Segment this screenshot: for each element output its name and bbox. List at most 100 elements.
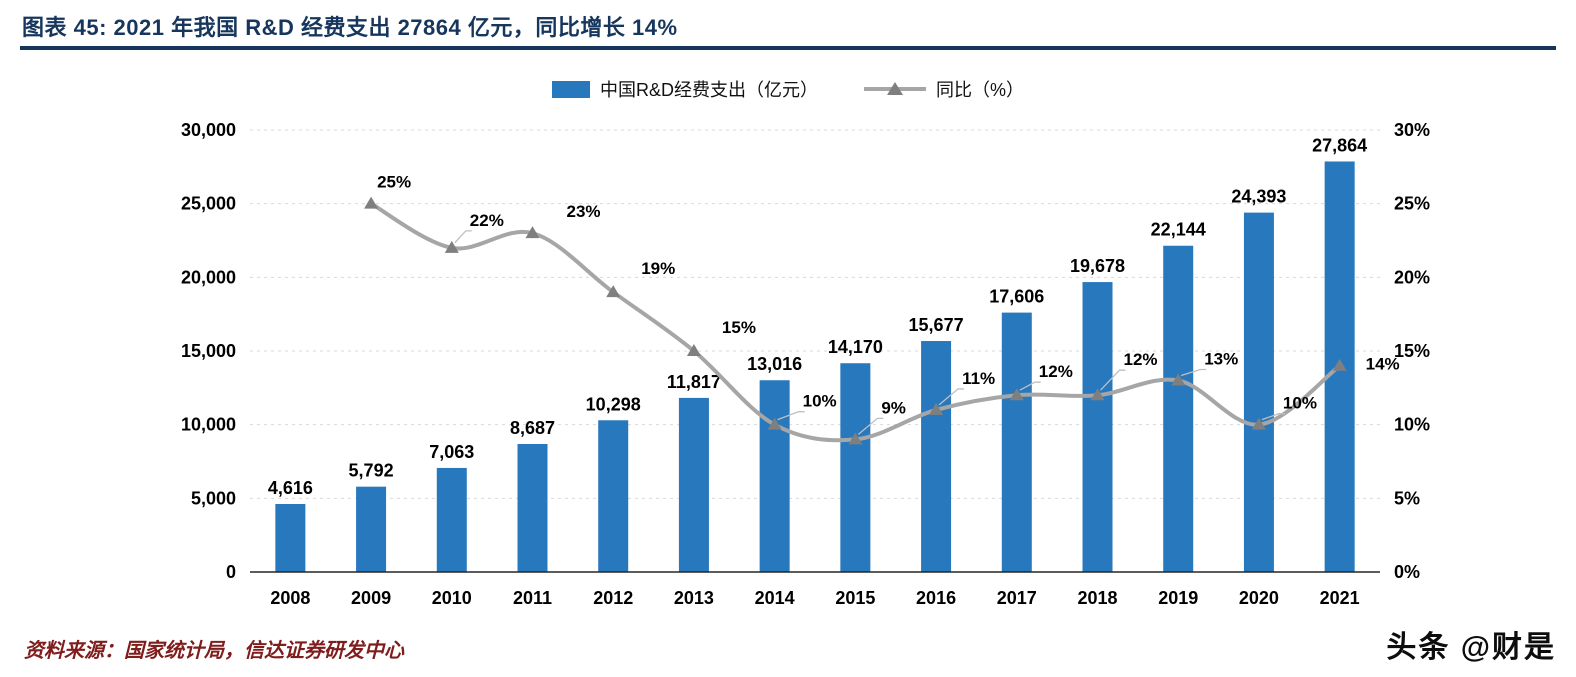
x-axis-label: 2021 (1320, 588, 1360, 608)
left-axis-tick: 30,000 (181, 120, 236, 140)
left-axis-tick: 0 (226, 562, 236, 582)
bar-2020 (1243, 212, 1274, 572)
watermark: 头条 @财是 (1386, 631, 1556, 664)
bar-2008 (275, 503, 306, 572)
triangle-marker (767, 417, 782, 430)
combo-chart: 0 0% 5,000 5% 10,000 10% 15,000 15% 20,000 20% 25,… (0, 100, 1576, 620)
bar-2010 (436, 467, 467, 572)
line-marker-icon (864, 82, 926, 95)
pct-label: 9% (881, 398, 906, 417)
bar-2017 (1001, 312, 1032, 572)
x-axis-label: 2014 (755, 588, 795, 608)
legend-label-line: 同比（%） (936, 80, 1025, 100)
bar-2014 (759, 380, 790, 572)
x-axis-label: 2011 (513, 588, 552, 608)
triangle-marker (1090, 388, 1105, 401)
label-connector (1100, 369, 1126, 391)
bar-label: 5,792 (349, 461, 394, 481)
triangle-marker (525, 226, 540, 239)
x-axis-label: 2017 (997, 588, 1037, 608)
pct-label: 22% (470, 211, 504, 230)
page-title: 图表 45: 2021 年我国 R&D 经费支出 27864 亿元，同比增长 1… (22, 15, 678, 40)
right-axis-tick: 20% (1394, 267, 1430, 287)
bar-label: 22,144 (1151, 220, 1206, 240)
pct-label: 12% (1039, 362, 1073, 381)
x-axis-label: 2015 (835, 588, 875, 608)
bar-label: 13,016 (747, 354, 802, 374)
bar-2012 (598, 420, 629, 572)
right-axis-tick: 0% (1394, 562, 1420, 582)
triangle-marker (686, 344, 701, 356)
pct-label: 25% (377, 173, 411, 192)
triangle-marker (444, 240, 459, 253)
bar-label: 4,616 (268, 478, 313, 498)
label-connector (938, 388, 965, 406)
pct-label: 15% (722, 318, 756, 337)
bar-label: 15,677 (909, 315, 964, 335)
source-note: 资料来源：国家统计局，信达证券研发中心 (24, 640, 404, 662)
bar-label: 7,063 (429, 442, 474, 462)
right-axis-tick: 25% (1394, 194, 1430, 214)
triangle-marker (1009, 388, 1024, 401)
bar-2016 (921, 341, 952, 572)
pct-label: 10% (1283, 394, 1317, 413)
chart-legend: 中国R&D经费支出（亿元） 同比（%） (0, 76, 1576, 102)
right-axis-tick: 5% (1394, 488, 1420, 508)
bar-label: 10,298 (586, 394, 641, 414)
bar-2009 (356, 486, 387, 572)
bar-2018 (1082, 282, 1113, 572)
x-axis-label: 2013 (674, 588, 714, 608)
legend-label-bar: 中国R&D经费支出（亿元） (599, 80, 818, 100)
pct-label: 19% (641, 259, 675, 278)
pct-label: 10% (803, 392, 837, 411)
x-axis-label: 2020 (1239, 588, 1279, 608)
label-connector (1181, 368, 1207, 377)
left-axis-tick: 25,000 (181, 194, 236, 214)
pct-label: 12% (1124, 350, 1158, 369)
bar-2011 (517, 444, 548, 572)
label-connector (857, 417, 884, 435)
bar-label: 17,606 (989, 287, 1044, 307)
triangle-marker (1332, 358, 1347, 371)
triangle-marker (1251, 417, 1266, 430)
left-axis-tick: 15,000 (181, 341, 236, 361)
triangle-marker (929, 402, 944, 415)
label-connector (1019, 381, 1041, 391)
legend-item-bar: 中国R&D经费支出（亿元） (551, 76, 818, 102)
label-connector (454, 230, 472, 244)
bar-label: 19,678 (1070, 256, 1125, 276)
bar-label: 27,864 (1312, 135, 1367, 155)
pct-label: 14% (1366, 355, 1400, 374)
left-axis-tick: 5,000 (191, 488, 236, 508)
right-axis-tick: 15% (1394, 341, 1430, 361)
x-axis-label: 2016 (916, 588, 956, 608)
pct-label: 23% (567, 202, 601, 221)
legend-item-line: 同比（%） (864, 76, 1024, 102)
title-divider (20, 46, 1556, 50)
triangle-marker (606, 285, 621, 298)
label-connector (1261, 413, 1285, 421)
right-axis-tick: 30% (1394, 120, 1430, 140)
pct-label: 11% (962, 369, 995, 388)
chart-canvas: 0 0% 5,000 5% 10,000 10% 15,000 15% 20,000 20% 25,… (181, 120, 1430, 608)
x-axis-label: 2009 (351, 588, 391, 608)
bar-label: 8,687 (510, 418, 555, 438)
x-axis-label: 2019 (1158, 588, 1198, 608)
triangle-marker (1171, 373, 1186, 386)
triangle-marker (364, 196, 379, 209)
left-axis-tick: 10,000 (181, 415, 236, 435)
left-axis-tick: 20,000 (181, 267, 236, 287)
bar-2015 (840, 363, 871, 572)
label-connector (777, 411, 805, 421)
right-axis-tick: 10% (1394, 415, 1430, 435)
bar-2013 (678, 397, 709, 572)
x-axis-label: 2012 (593, 588, 633, 608)
bar-label: 11,817 (667, 372, 721, 392)
triangle-marker (848, 432, 863, 445)
x-axis-label: 2018 (1077, 588, 1117, 608)
bar-label: 14,170 (828, 337, 883, 357)
pct-label: 13% (1204, 349, 1238, 368)
x-axis-label: 2008 (270, 588, 310, 608)
bar-2019 (1163, 245, 1194, 573)
